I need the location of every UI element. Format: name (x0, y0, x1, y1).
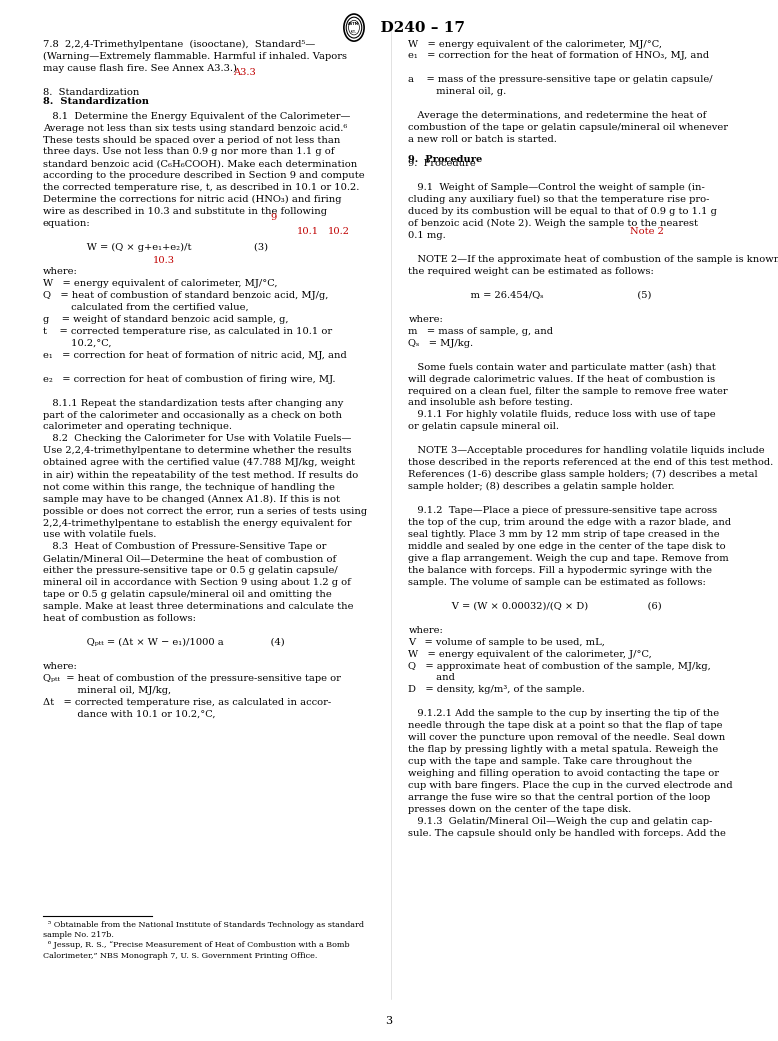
Text: 10.2: 10.2 (328, 227, 349, 236)
Text: ⁵ Obtainable from the National Institute of Standards Technology as standard
sam: ⁵ Obtainable from the National Institute… (43, 921, 364, 960)
Text: 3: 3 (385, 1016, 393, 1026)
Text: 9.  Procedure: 9. Procedure (408, 155, 482, 163)
Text: Note 2: Note 2 (630, 227, 664, 236)
Text: 10.3: 10.3 (152, 256, 174, 264)
Text: INTL: INTL (351, 30, 357, 33)
Text: A3.3: A3.3 (233, 69, 255, 77)
Text: 10.1: 10.1 (297, 227, 319, 236)
Text: D240 – 17: D240 – 17 (370, 21, 464, 34)
Text: W   = energy equivalent of the calorimeter, MJ/°C,
e₁   = correction for the hea: W = energy equivalent of the calorimeter… (408, 40, 778, 838)
Text: 7.8  2,2,4-Trimethylpentane  (isooctane),  Standard⁵—
(Warning—Extremely flammab: 7.8 2,2,4-Trimethylpentane (isooctane), … (43, 40, 367, 718)
Text: 9: 9 (270, 212, 276, 222)
Text: ASTM: ASTM (349, 23, 359, 26)
Text: 8.  Standardization: 8. Standardization (43, 97, 149, 106)
